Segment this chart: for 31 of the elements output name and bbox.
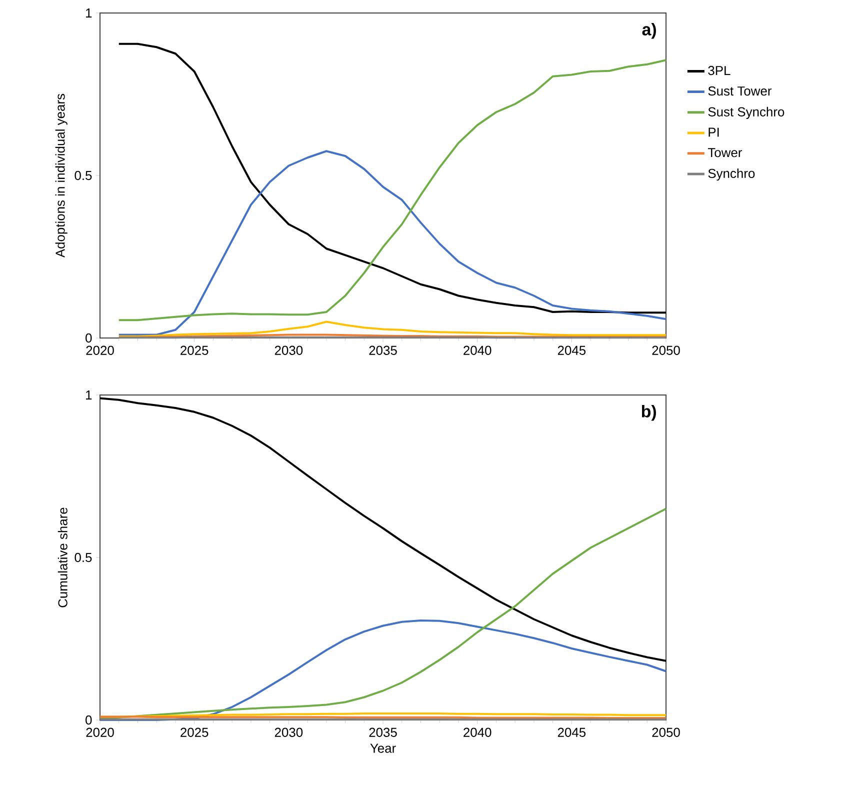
legend-label: Synchro [708, 168, 755, 181]
x-tick-label: 2030 [274, 346, 303, 355]
x-tick-label: 2020 [86, 346, 114, 355]
y-axis-title: Cumulative share [58, 508, 68, 608]
y-tick-label: 1 [86, 390, 92, 400]
y-tick-label: 0 [86, 333, 92, 343]
y-tick-label: 0 [86, 715, 92, 725]
legend-label: Sust Tower [708, 86, 772, 96]
x-tick-label: 2025 [180, 346, 208, 355]
x-tick-label: 2035 [369, 346, 397, 355]
y-tick-label: 0.5 [74, 552, 92, 562]
y-tick-label: 1 [86, 8, 92, 18]
x-tick-label: 2030 [274, 728, 303, 737]
x-axis-title: Year [370, 744, 396, 753]
annotation: a) [642, 23, 656, 39]
legend-label: 3PL [708, 66, 730, 76]
x-tick-label: 2050 [652, 728, 680, 737]
x-tick-label: 2020 [86, 728, 114, 737]
legend-label: PI [708, 128, 719, 137]
y-tick-label: 0.5 [74, 170, 92, 180]
x-tick-label: 2045 [558, 728, 586, 737]
x-tick-label: 2035 [369, 728, 397, 737]
x-tick-label: 2040 [464, 728, 492, 737]
x-tick-label: 2040 [464, 346, 492, 355]
legend-label: Sust Synchro [708, 106, 784, 120]
legend-label: Tower [708, 148, 742, 158]
annotation: b) [642, 405, 656, 421]
x-tick-label: 2050 [652, 346, 680, 355]
x-tick-label: 2025 [180, 728, 208, 737]
x-tick-label: 2045 [558, 346, 586, 355]
y-axis-title: Adoptions in individual years [55, 94, 68, 258]
